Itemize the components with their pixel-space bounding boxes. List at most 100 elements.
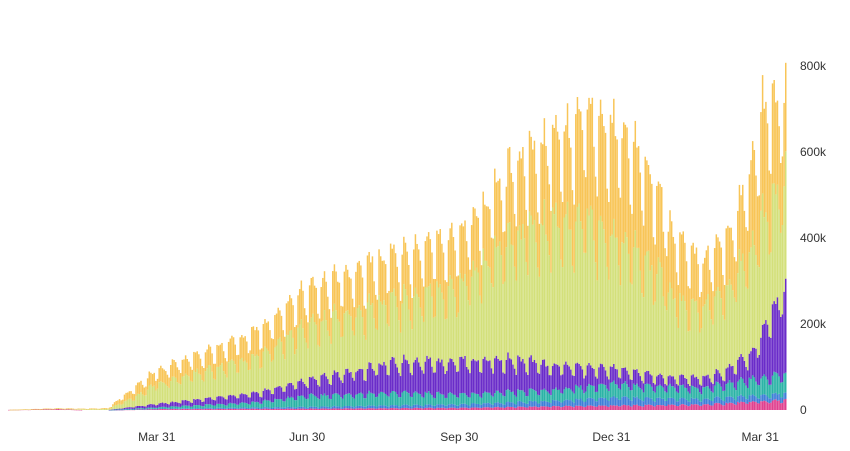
bar-segment	[297, 406, 299, 409]
bar-segment	[353, 408, 356, 410]
bar-segment	[609, 236, 612, 367]
bar-segment	[279, 310, 281, 338]
bar-segment	[257, 330, 260, 357]
bar-segment	[255, 401, 258, 408]
bar-segment	[649, 174, 651, 271]
bar-segment	[712, 401, 714, 406]
bar-segment	[145, 409, 147, 410]
bar-segment	[515, 407, 518, 410]
bar-segment	[401, 254, 403, 304]
bar-segment	[675, 384, 678, 392]
bar-segment	[396, 394, 398, 406]
bar-segment	[150, 372, 152, 385]
bar-segment	[431, 395, 433, 406]
bar-segment	[305, 386, 308, 400]
bar-segment	[523, 238, 526, 364]
bar-segment	[755, 396, 757, 402]
bar-segment	[487, 206, 489, 267]
bar-segment	[178, 402, 180, 407]
bar-segment	[413, 408, 415, 410]
bar-segment	[432, 317, 435, 373]
bar-segment	[497, 390, 499, 403]
bar-segment	[360, 392, 362, 406]
bar-segment	[537, 407, 539, 410]
bar-segment	[171, 376, 174, 402]
bar-segment	[603, 384, 605, 399]
bar-segment	[452, 394, 455, 405]
bar-segment	[756, 357, 759, 385]
bar-segment	[766, 221, 769, 325]
bar-segment	[332, 271, 334, 312]
bar-segment	[138, 394, 141, 406]
bar-segment	[383, 300, 385, 362]
bar-segment	[406, 404, 408, 408]
bar-segment	[783, 102, 785, 187]
bar-segment	[153, 404, 155, 408]
bar-segment	[533, 219, 536, 360]
bar-segment	[384, 305, 387, 366]
bar-segment	[298, 324, 301, 381]
bar-segment	[624, 396, 627, 406]
bar-segment	[707, 245, 709, 294]
bar-segment	[302, 328, 304, 382]
bar-segment	[322, 395, 324, 407]
bar-segment	[751, 141, 754, 231]
bar-segment	[246, 362, 248, 395]
bar-segment	[143, 406, 146, 409]
bar-segment	[783, 399, 785, 410]
bar-segment	[712, 392, 714, 402]
bar-segment	[651, 183, 653, 266]
bar-segment	[462, 392, 465, 404]
bar-segment	[523, 407, 526, 410]
bar-segment	[690, 375, 693, 386]
bar-segment	[484, 356, 486, 392]
bar-segment	[236, 408, 238, 410]
bar-segment	[470, 407, 473, 410]
bar-segment	[135, 409, 137, 410]
bar-segment	[556, 400, 559, 407]
bar-segment	[449, 404, 451, 408]
bar-segment	[371, 256, 374, 304]
bar-segment	[120, 409, 122, 410]
bar-segment	[685, 261, 688, 311]
bar-segment	[436, 281, 438, 362]
bar-segment	[378, 249, 380, 296]
bar-segment	[733, 257, 736, 298]
bars-layer	[8, 62, 787, 411]
bar-segment	[236, 404, 238, 409]
bar-segment	[227, 403, 230, 408]
bar-segment	[52, 409, 55, 410]
bar-segment	[378, 408, 380, 410]
bar-segment	[184, 355, 187, 374]
bar-segment	[603, 405, 605, 410]
bar-segment	[685, 378, 688, 388]
bar-segment	[244, 408, 246, 410]
bar-segment	[713, 403, 716, 410]
bar-segment	[269, 400, 271, 408]
bar-segment	[234, 364, 236, 397]
bar-segment	[366, 368, 369, 394]
bar-segment	[401, 407, 403, 410]
bar-segment	[619, 285, 622, 379]
bar-segment	[64, 409, 66, 410]
bar-segment	[505, 186, 508, 248]
bar-segment	[670, 376, 673, 387]
bar-segment	[449, 407, 451, 410]
bar-segment	[515, 374, 518, 397]
bar-segment	[343, 271, 346, 314]
bar-segment	[540, 223, 542, 365]
bar-segment	[434, 398, 437, 406]
bar-segment	[168, 407, 170, 409]
bar-segment	[479, 404, 481, 408]
bar-segment	[561, 267, 564, 375]
bar-segment	[634, 230, 637, 370]
bar-segment	[665, 256, 668, 311]
bar-segment	[409, 406, 412, 409]
bar-segment	[702, 399, 704, 405]
bar-segment	[355, 372, 357, 395]
bar-segment	[765, 101, 767, 213]
bar-segment	[153, 409, 155, 410]
bar-segment	[644, 404, 646, 410]
bar-segment	[451, 222, 453, 279]
bar-segment	[128, 407, 131, 409]
